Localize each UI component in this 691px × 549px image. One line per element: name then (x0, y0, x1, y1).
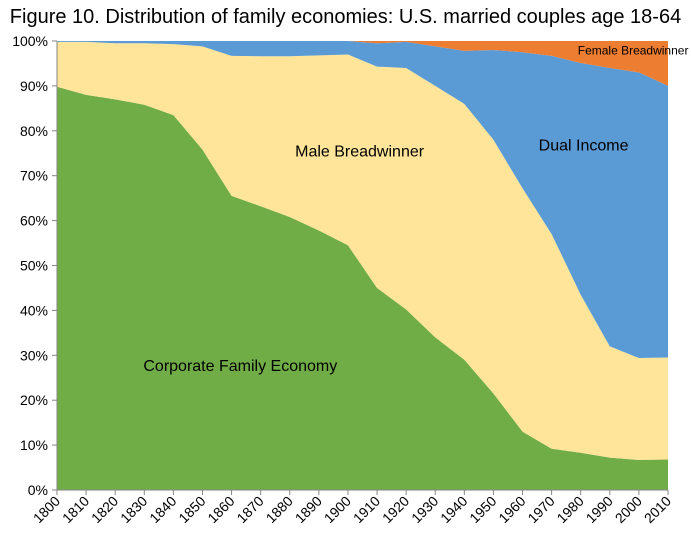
axes (52, 40, 669, 495)
x-tick-label: 2010 (641, 493, 674, 526)
area-layers (57, 41, 668, 491)
area-label-female-breadwinner: Female Breadwinner (578, 44, 689, 58)
y-tick-label: 50% (20, 258, 48, 274)
y-tick-labels: 0% 10% 20% 30% 40% 50% 60% 70% 80% 90% 100% (12, 33, 48, 498)
area-male-breadwinner (57, 41, 668, 460)
area-corporate-family-economy (57, 86, 668, 491)
x-tick-label: 1810 (59, 493, 92, 526)
x-tick-label: 1850 (175, 493, 208, 526)
y-tick-label: 30% (20, 347, 48, 363)
x-tick-label: 1950 (466, 493, 499, 526)
chart-title: Figure 10. Distribution of family econom… (9, 6, 682, 28)
x-tick-label: 1880 (263, 493, 296, 526)
x-tick-label: 1960 (495, 493, 528, 526)
x-tick-label: 1870 (233, 493, 266, 526)
y-tick-label: 60% (20, 213, 48, 229)
x-tick-label: 1900 (321, 493, 354, 526)
area-label-dual-income: Dual Income (539, 138, 629, 155)
x-tick-labels: 1800181018201830184018501860187018801890… (30, 493, 674, 526)
x-tick-label: 1980 (553, 493, 586, 526)
y-tick-label: 40% (20, 302, 48, 318)
x-tick-label: 1930 (408, 493, 441, 526)
area-female-breadwinner (57, 41, 668, 86)
x-tick-label: 1860 (204, 493, 237, 526)
x-tick-label: 1890 (292, 493, 325, 526)
x-tick-label: 1830 (117, 493, 150, 526)
y-tick-label: 20% (20, 392, 48, 408)
area-label-male-breadwinner: Male Breadwinner (295, 144, 425, 161)
x-tick-label: 1910 (350, 493, 383, 526)
y-tick-label: 70% (20, 168, 48, 184)
y-tick-label: 0% (28, 482, 48, 498)
x-tick-label: 1990 (583, 493, 616, 526)
y-tick-label: 90% (20, 78, 48, 94)
area-dual-income (57, 41, 668, 358)
y-tick-label: 10% (20, 437, 48, 453)
y-tick-label: 100% (12, 33, 48, 49)
x-tick-label: 1920 (379, 493, 412, 526)
x-tick-label: 2000 (612, 493, 645, 526)
x-tick-label: 1840 (146, 493, 179, 526)
area-labels: Corporate Family Economy Male Breadwinner… (143, 44, 688, 376)
x-tick-label: 1820 (88, 493, 121, 526)
area-label-corporate-family-economy: Corporate Family Economy (143, 358, 337, 375)
x-tick-label: 1970 (524, 493, 557, 526)
y-tick-label: 80% (20, 123, 48, 139)
x-tick-label: 1940 (437, 493, 470, 526)
